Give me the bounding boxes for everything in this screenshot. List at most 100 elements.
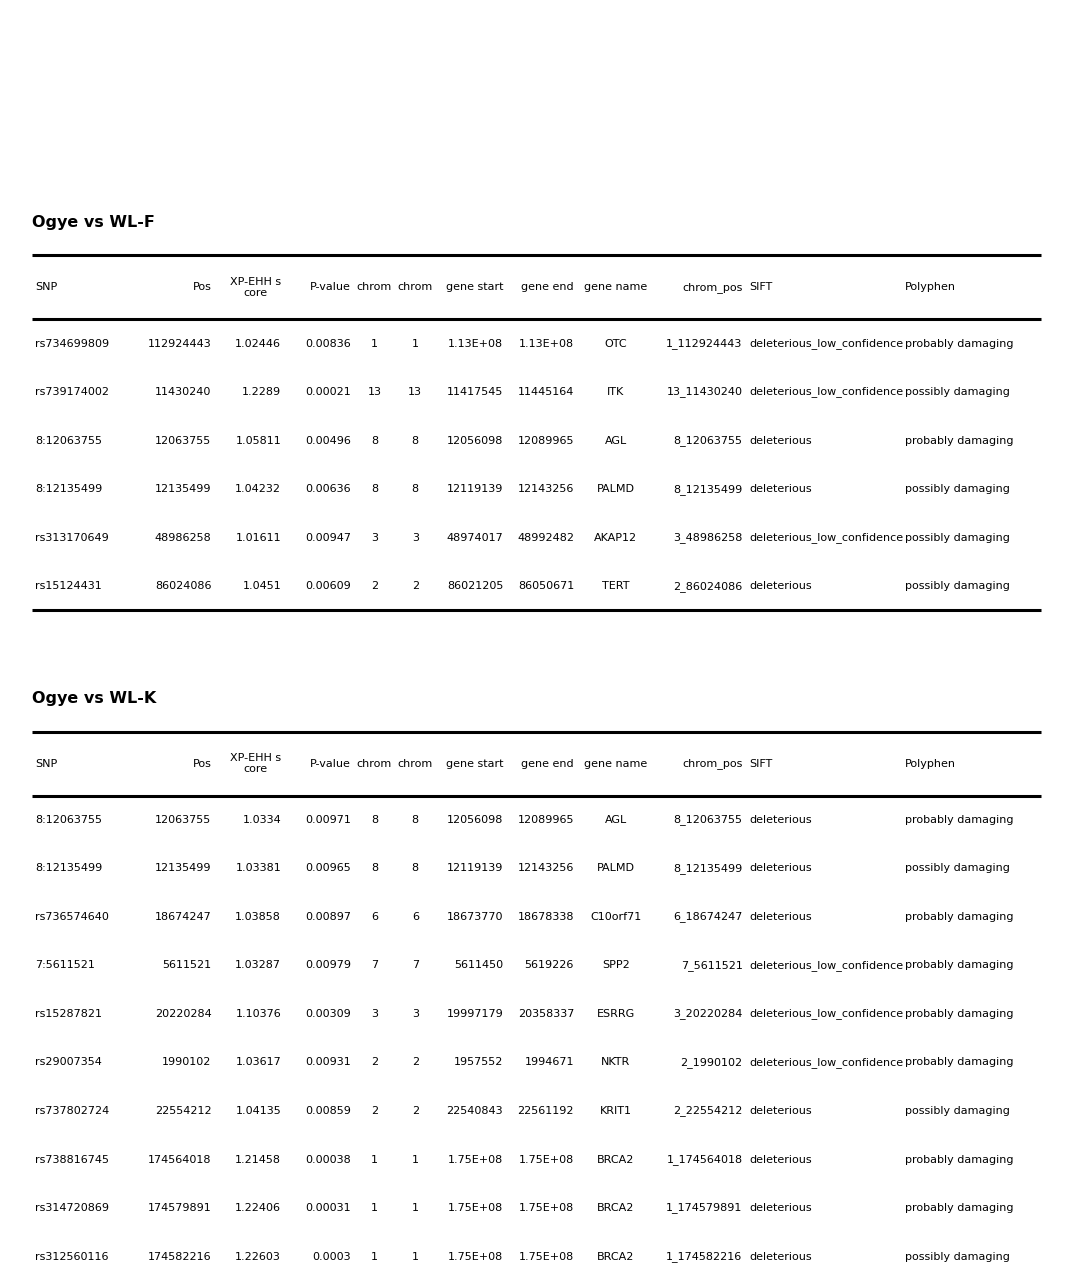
Text: probably damaging: probably damaging xyxy=(905,1057,1013,1068)
Text: 1: 1 xyxy=(371,338,378,349)
Text: ESRRG: ESRRG xyxy=(597,1009,635,1019)
Text: PALMD: PALMD xyxy=(597,863,635,873)
Text: 1: 1 xyxy=(412,338,418,349)
Text: KRIT1: KRIT1 xyxy=(600,1106,632,1116)
Text: 11445164: 11445164 xyxy=(517,387,574,397)
Text: 174564018: 174564018 xyxy=(148,1154,211,1165)
Text: rs314720869: rs314720869 xyxy=(35,1203,109,1213)
Text: 1.13E+08: 1.13E+08 xyxy=(519,338,574,349)
Text: 0.00038: 0.00038 xyxy=(305,1154,351,1165)
Text: 112924443: 112924443 xyxy=(148,338,211,349)
Text: chrom: chrom xyxy=(398,759,432,769)
Text: 1.2289: 1.2289 xyxy=(242,387,281,397)
Text: 8: 8 xyxy=(412,863,418,873)
Text: deleterious_low_confidence: deleterious_low_confidence xyxy=(749,387,903,397)
Text: 6_18674247: 6_18674247 xyxy=(673,912,743,922)
Text: P-value: P-value xyxy=(310,759,351,769)
Text: 1: 1 xyxy=(371,1251,378,1262)
Text: 48992482: 48992482 xyxy=(517,533,574,543)
Text: 12135499: 12135499 xyxy=(155,484,211,494)
Text: possibly damaging: possibly damaging xyxy=(905,387,1010,397)
Text: 3: 3 xyxy=(371,1009,378,1019)
Text: 8_12135499: 8_12135499 xyxy=(673,484,743,494)
Text: 1.22603: 1.22603 xyxy=(235,1251,281,1262)
Text: 1.22406: 1.22406 xyxy=(235,1203,281,1213)
Text: 86021205: 86021205 xyxy=(446,581,503,591)
Text: deleterious_low_confidence: deleterious_low_confidence xyxy=(749,960,903,971)
Text: 13: 13 xyxy=(367,387,382,397)
Text: probably damaging: probably damaging xyxy=(905,1009,1013,1019)
Text: 1.0451: 1.0451 xyxy=(242,581,281,591)
Text: NKTR: NKTR xyxy=(601,1057,631,1068)
Text: C10orf71: C10orf71 xyxy=(590,912,642,922)
Text: AGL: AGL xyxy=(605,815,627,825)
Text: 86024086: 86024086 xyxy=(155,581,211,591)
Text: chrom: chrom xyxy=(357,282,392,292)
Text: gene name: gene name xyxy=(585,759,647,769)
Text: 12063755: 12063755 xyxy=(156,435,211,446)
Text: 8: 8 xyxy=(412,815,418,825)
Text: 8:12135499: 8:12135499 xyxy=(35,863,103,873)
Text: 6: 6 xyxy=(371,912,378,922)
Text: Polyphen: Polyphen xyxy=(905,282,956,292)
Text: 0.00496: 0.00496 xyxy=(305,435,351,446)
Text: 1.02446: 1.02446 xyxy=(235,338,281,349)
Text: rs15124431: rs15124431 xyxy=(35,581,102,591)
Text: 2: 2 xyxy=(371,1057,378,1068)
Text: BRCA2: BRCA2 xyxy=(598,1251,634,1262)
Text: 22554212: 22554212 xyxy=(155,1106,211,1116)
Text: 5611521: 5611521 xyxy=(162,960,211,971)
Text: 7: 7 xyxy=(412,960,418,971)
Text: 0.0003: 0.0003 xyxy=(312,1251,351,1262)
Text: rs739174002: rs739174002 xyxy=(35,387,109,397)
Text: probably damaging: probably damaging xyxy=(905,338,1013,349)
Text: 8: 8 xyxy=(412,435,418,446)
Text: XP-EHH s
core: XP-EHH s core xyxy=(230,753,281,774)
Text: BRCA2: BRCA2 xyxy=(598,1203,634,1213)
Text: 5611450: 5611450 xyxy=(454,960,503,971)
Text: 12143256: 12143256 xyxy=(517,863,574,873)
Text: 2_86024086: 2_86024086 xyxy=(673,581,743,591)
Text: 0.00965: 0.00965 xyxy=(305,863,351,873)
Text: 1.10376: 1.10376 xyxy=(235,1009,281,1019)
Text: probably damaging: probably damaging xyxy=(905,960,1013,971)
Text: 1.03617: 1.03617 xyxy=(235,1057,281,1068)
Text: deleterious_low_confidence: deleterious_low_confidence xyxy=(749,1009,903,1019)
Text: 18678338: 18678338 xyxy=(517,912,574,922)
Text: SNP: SNP xyxy=(35,759,58,769)
Text: 18673770: 18673770 xyxy=(446,912,503,922)
Text: BRCA2: BRCA2 xyxy=(598,1154,634,1165)
Text: TERT: TERT xyxy=(602,581,630,591)
Text: chrom: chrom xyxy=(398,282,432,292)
Text: rs734699809: rs734699809 xyxy=(35,338,109,349)
Text: SIFT: SIFT xyxy=(749,759,773,769)
Text: 1_174564018: 1_174564018 xyxy=(666,1154,743,1165)
Text: deleterious: deleterious xyxy=(749,1106,811,1116)
Text: deleterious: deleterious xyxy=(749,863,811,873)
Text: 8: 8 xyxy=(371,815,378,825)
Text: rs313170649: rs313170649 xyxy=(35,533,109,543)
Text: rs312560116: rs312560116 xyxy=(35,1251,108,1262)
Text: deleterious: deleterious xyxy=(749,484,811,494)
Text: 1.03858: 1.03858 xyxy=(235,912,281,922)
Text: 48974017: 48974017 xyxy=(446,533,503,543)
Text: 2_1990102: 2_1990102 xyxy=(680,1057,743,1068)
Text: 3: 3 xyxy=(412,533,418,543)
Text: 8_12063755: 8_12063755 xyxy=(674,435,743,446)
Text: 1.03287: 1.03287 xyxy=(235,960,281,971)
Text: 3_48986258: 3_48986258 xyxy=(673,533,743,543)
Text: deleterious: deleterious xyxy=(749,815,811,825)
Text: 0.00636: 0.00636 xyxy=(305,484,351,494)
Text: probably damaging: probably damaging xyxy=(905,1154,1013,1165)
Text: chrom: chrom xyxy=(357,759,392,769)
Text: SNP: SNP xyxy=(35,282,58,292)
Text: 2: 2 xyxy=(371,1106,378,1116)
Text: 0.00021: 0.00021 xyxy=(305,387,351,397)
Text: 1.0334: 1.0334 xyxy=(242,815,281,825)
Text: 0.00609: 0.00609 xyxy=(305,581,351,591)
Text: P-value: P-value xyxy=(310,282,351,292)
Text: deleterious_low_confidence: deleterious_low_confidence xyxy=(749,338,903,349)
Text: 12143256: 12143256 xyxy=(517,484,574,494)
Text: 8: 8 xyxy=(371,484,378,494)
Text: PALMD: PALMD xyxy=(597,484,635,494)
